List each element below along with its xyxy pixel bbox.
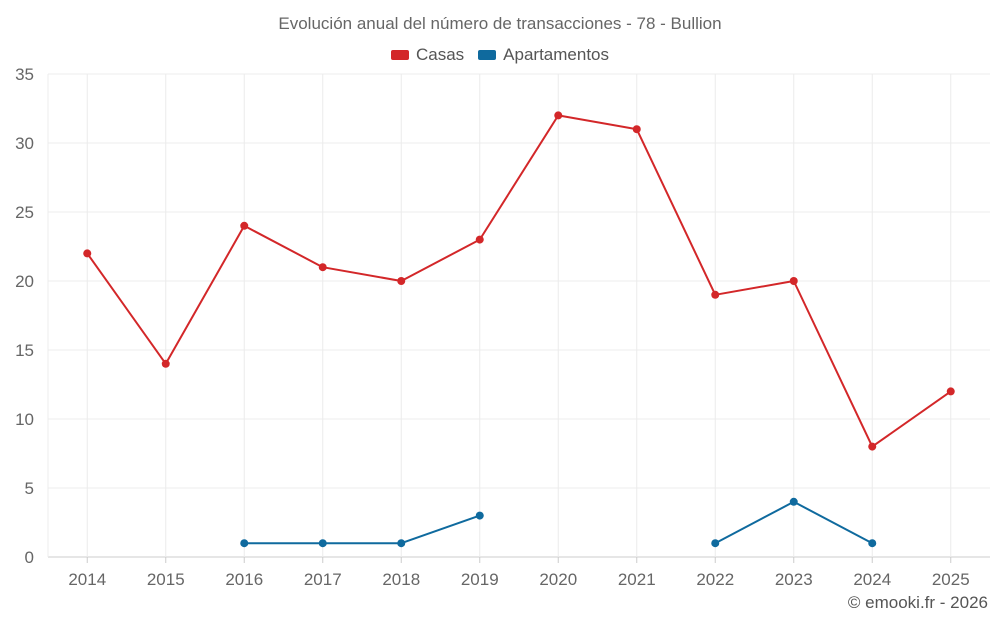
- data-point-casas: [397, 277, 406, 285]
- data-point-apartamentos: [711, 539, 720, 548]
- y-tick-label: 0: [25, 548, 34, 567]
- legend-swatch-casas: [390, 50, 409, 60]
- data-point-casas: [946, 387, 955, 396]
- x-tick-label: 2019: [461, 570, 499, 589]
- data-point-casas: [789, 277, 798, 285]
- data-point-casas: [711, 290, 720, 299]
- data-point-casas: [318, 263, 327, 272]
- series-line-apartamentos: [244, 514, 481, 545]
- x-tick-label: 2015: [147, 570, 185, 589]
- data-point-casas: [83, 249, 92, 258]
- data-point-apartamentos: [789, 497, 798, 506]
- data-point-casas: [868, 442, 877, 451]
- legend-item-apartamentos[interactable]: Apartamentos: [478, 45, 609, 65]
- x-tick-label: 2022: [696, 570, 734, 589]
- legend-swatch-apartamentos: [478, 50, 497, 60]
- data-point-casas: [240, 221, 249, 230]
- legend: Casas Apartamentos: [0, 45, 1000, 65]
- data-point-casas: [632, 125, 641, 134]
- y-tick-label: 30: [15, 134, 34, 153]
- x-tick-label: 2025: [932, 570, 970, 589]
- data-point-casas: [161, 359, 170, 368]
- x-tick-label: 2018: [382, 570, 420, 589]
- y-tick-label: 20: [15, 272, 34, 291]
- data-point-apartamentos: [240, 539, 249, 548]
- x-tick-label: 2020: [539, 570, 577, 589]
- legend-label-apartamentos: Apartamentos: [503, 45, 610, 64]
- data-point-casas: [554, 111, 563, 120]
- series-line-casas: [86, 114, 952, 448]
- data-point-apartamentos: [868, 539, 877, 548]
- y-tick-label: 25: [15, 203, 34, 222]
- data-point-apartamentos: [318, 539, 327, 548]
- y-tick-label: 5: [25, 479, 34, 498]
- x-tick-label: 2023: [775, 570, 813, 589]
- x-tick-label: 2016: [225, 570, 263, 589]
- data-point-casas: [475, 235, 484, 244]
- y-tick-label: 10: [15, 410, 34, 429]
- data-point-apartamentos: [475, 511, 484, 520]
- chart-title: Evolución anual del número de transaccio…: [278, 14, 722, 33]
- x-tick-label: 2021: [618, 570, 656, 589]
- y-tick-label: 15: [15, 341, 34, 360]
- x-tick-label: 2014: [68, 570, 106, 589]
- x-tick-label: 2024: [853, 570, 891, 589]
- credit-text: © emooki.fr - 2026: [847, 593, 988, 612]
- data-point-apartamentos: [397, 539, 406, 548]
- x-tick-label: 2017: [304, 570, 342, 589]
- legend-label-casas: Casas: [415, 45, 465, 64]
- y-tick-label: 35: [15, 65, 34, 84]
- legend-item-casas[interactable]: Casas: [390, 45, 465, 65]
